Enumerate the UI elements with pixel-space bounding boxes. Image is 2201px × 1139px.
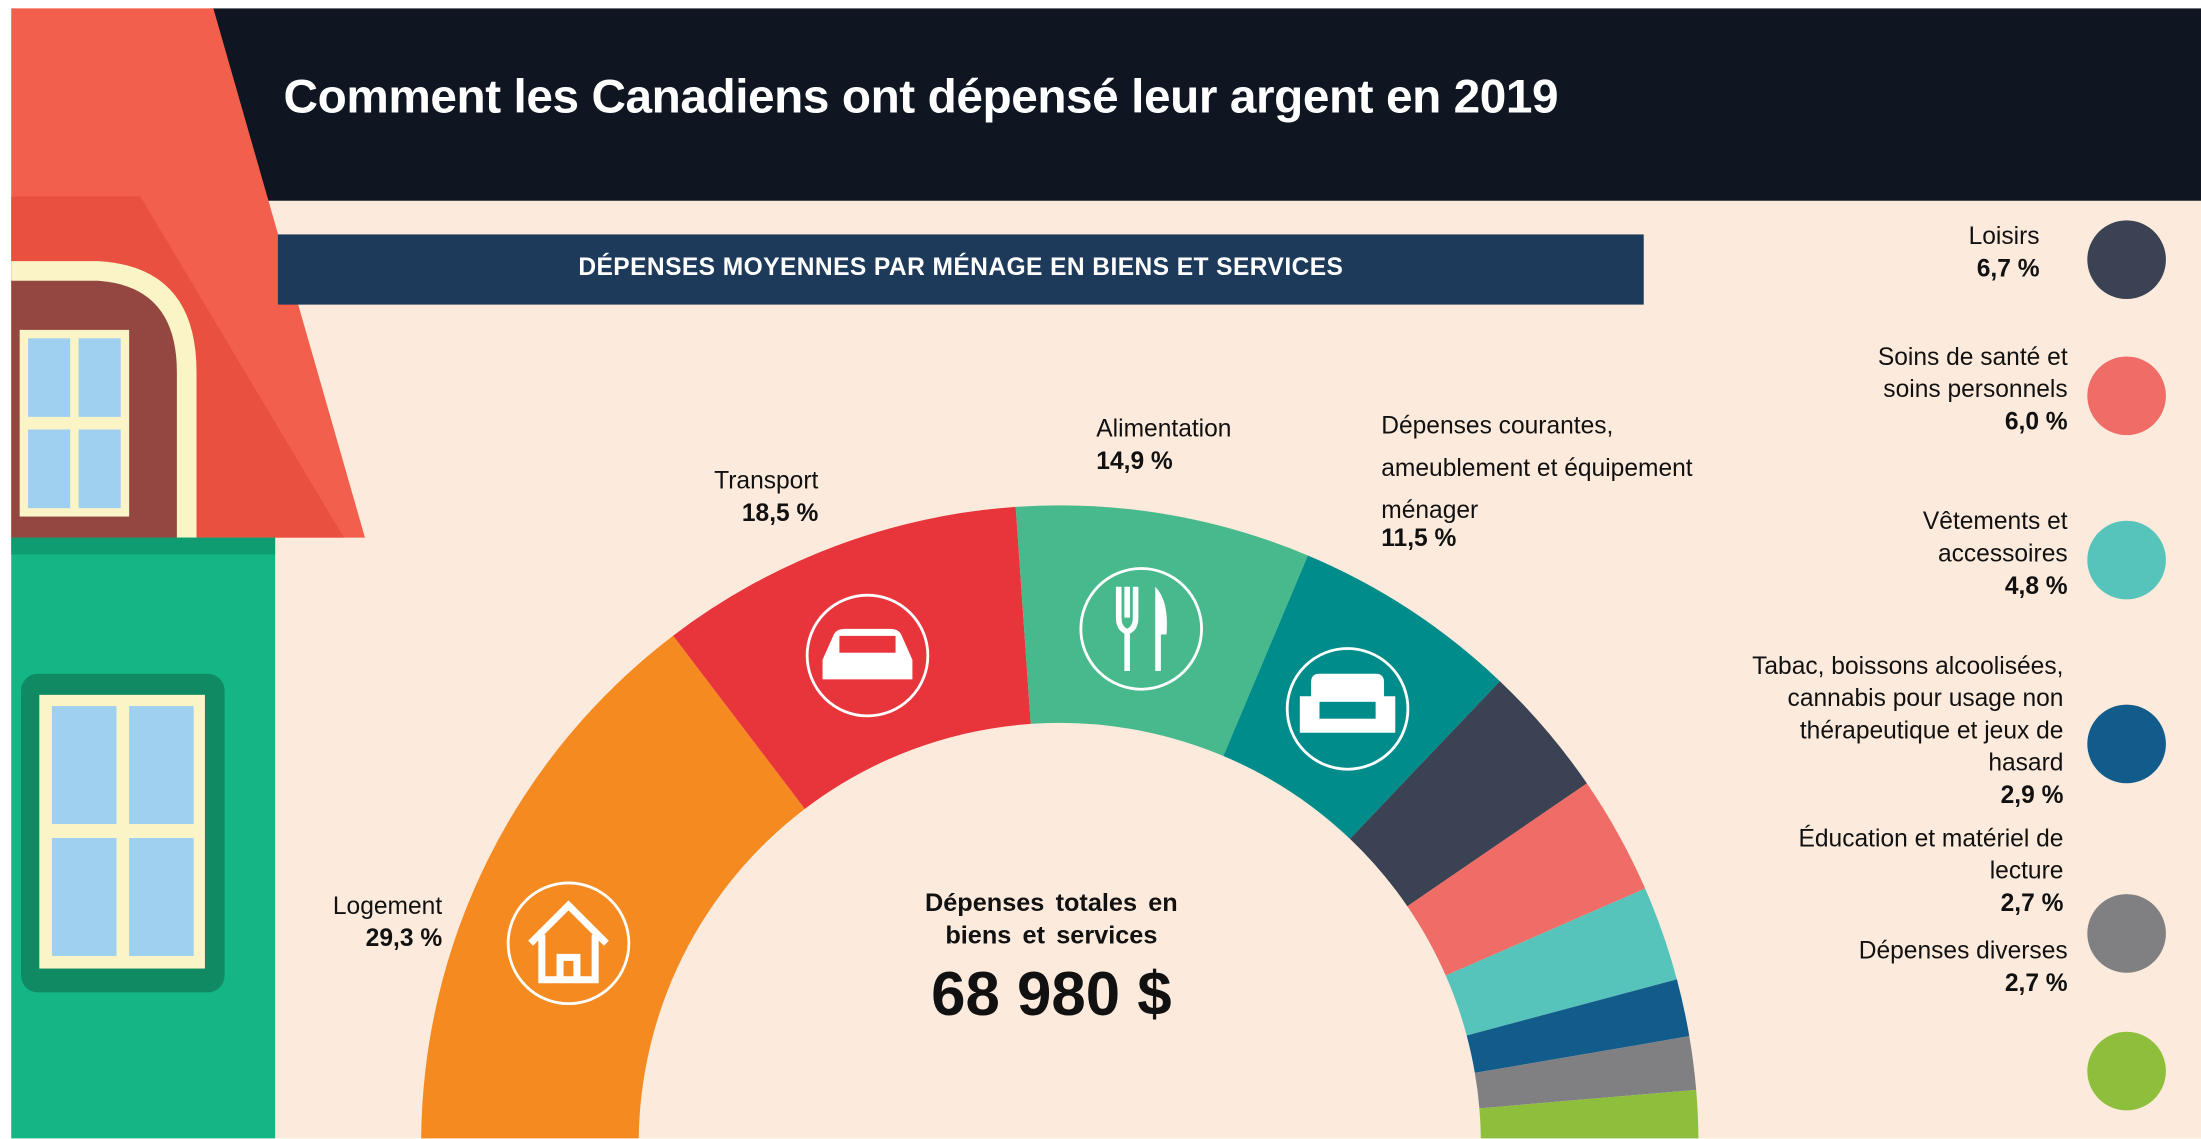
category-label: Tabac, boissons alcoolisées, cannabis po… bbox=[1720, 650, 2064, 811]
category-name: Tabac, boissons alcoolisées, cannabis po… bbox=[1720, 650, 2064, 779]
value-label: 2,7 % bbox=[1783, 967, 2068, 999]
value-label: 6,0 % bbox=[1825, 406, 2068, 438]
value-label: 6,7 % bbox=[1825, 253, 2040, 285]
category-name: Alimentation bbox=[1096, 413, 1377, 445]
category-name: Logement bbox=[281, 890, 442, 922]
pane bbox=[52, 838, 117, 956]
category-name: Dépenses diverses bbox=[1783, 935, 2068, 967]
chart-subtitle: Dépenses moyennes par ménage en biens et… bbox=[278, 234, 1644, 304]
pane bbox=[79, 430, 121, 509]
value-label: 14,9 % bbox=[1096, 445, 1377, 477]
value-label: 2,7 % bbox=[1783, 887, 2064, 919]
pane bbox=[79, 338, 121, 417]
pane bbox=[129, 838, 194, 956]
category-name: Loisirs bbox=[1825, 220, 2040, 252]
center-label: Dépenses totales en biens et services bbox=[898, 887, 1204, 952]
legend-swatch bbox=[2087, 1032, 2166, 1111]
category-name: Transport bbox=[618, 465, 819, 497]
infographic: Comment les Canadiens ont dépensé leur a… bbox=[0, 0, 2201, 1139]
legend-swatch bbox=[2087, 357, 2166, 436]
pane bbox=[52, 706, 117, 824]
value-label: 11,5 % bbox=[1381, 522, 1725, 554]
chart-title: Comment les Canadiens ont dépensé leur a… bbox=[284, 70, 1559, 125]
legend-swatch bbox=[2087, 521, 2166, 600]
legend-swatch bbox=[2087, 220, 2166, 299]
value-label: 2,9 % bbox=[1720, 779, 2064, 811]
sofa-cushion bbox=[1319, 702, 1375, 719]
legend-swatch bbox=[2087, 894, 2166, 973]
value-label: 4,8 % bbox=[1867, 570, 2068, 602]
value-label: 29,3 % bbox=[281, 922, 442, 954]
wall-trim bbox=[11, 538, 275, 555]
category-name: Soins de santé et soins personnels bbox=[1825, 341, 2068, 406]
pane bbox=[28, 430, 70, 509]
legend-swatch bbox=[2087, 705, 2166, 784]
category-name: Éducation et matériel de lecture bbox=[1783, 823, 2064, 888]
page: {"chart_data": { "type": "donut", "title… bbox=[0, 0, 2201, 1139]
car-window bbox=[839, 636, 895, 653]
category-name: Dépenses courantes, ameublement et équip… bbox=[1381, 404, 1725, 530]
value-label: 18,5 % bbox=[618, 497, 819, 529]
center-value: 68 980 $ bbox=[828, 960, 1274, 1030]
category-label: Dépenses courantes, ameublement et équip… bbox=[1381, 404, 1725, 554]
pane bbox=[28, 338, 70, 417]
pane bbox=[129, 706, 194, 824]
category-name: Vêtements et accessoires bbox=[1867, 505, 2068, 570]
